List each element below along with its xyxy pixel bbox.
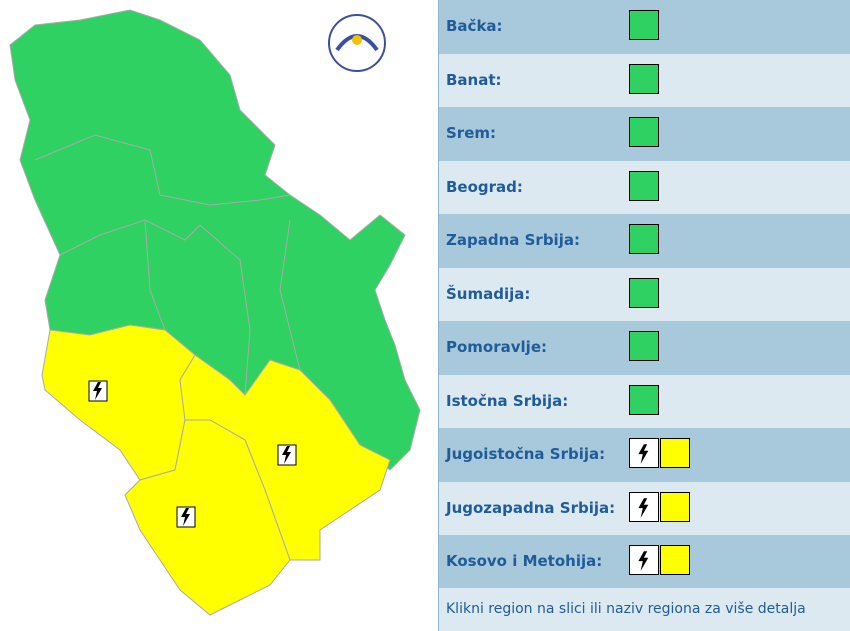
region-row: Srem: [439,107,850,161]
warning-level [629,63,659,94]
region-name[interactable]: Srem: [446,124,497,142]
hazard-icon [629,491,659,522]
region-name[interactable]: Istočna Srbija: [446,391,569,410]
hazard-icon [629,545,659,575]
warning-level [629,117,659,147]
region-row: Banat: [439,53,850,107]
region-row: Bačka: [439,0,850,54]
region-name[interactable]: Jugozapadna Srbija: [446,498,616,517]
region-row: Zapadna Srbija: [439,214,850,268]
region-row: Jugoistočna Srbija: [439,428,850,482]
hazard-icon [88,380,108,402]
hazard-icon [629,438,659,468]
warning-level [629,10,659,40]
region-name[interactable]: Bačka: [446,17,503,35]
hazard-icon [277,444,297,466]
region-borders [34,134,301,396]
warning-level [629,170,659,201]
warning-level [629,331,659,361]
region-row: Istočna Srbija: [439,374,850,428]
region-name[interactable]: Šumadija: [446,284,531,303]
region-name[interactable]: Jugoistočna Srbija: [446,445,606,463]
region-row: Beograd: [439,160,850,214]
region-list: Bačka: Banat: Srem: Beograd: Zapadna Srbija:… [438,0,850,631]
region-row: Pomoravlje: [439,321,850,375]
region-jugozapadna[interactable] [41,324,196,481]
warning-level [629,277,659,308]
region-row: Jugozapadna Srbija: [439,481,850,535]
hazard-icon [176,506,196,528]
region-name[interactable]: Pomoravlje: [446,338,547,356]
region-kosovo[interactable] [124,419,291,616]
region-row: Šumadija: [439,267,850,321]
warning-level [660,438,690,468]
logo [328,14,386,72]
warning-level [629,224,659,254]
region-name[interactable]: Kosovo i Metohija: [446,552,603,570]
footer-note: Klikni region na slici ili naziv regiona… [439,588,850,631]
region-row: Kosovo i Metohija: [439,535,850,589]
region-north[interactable] [9,9,421,471]
region-name[interactable]: Zapadna Srbija: [446,231,580,249]
warning-level [629,384,659,415]
region-name[interactable]: Beograd: [446,177,523,196]
region-name[interactable]: Banat: [446,70,502,89]
warning-level [660,545,690,575]
map [9,9,421,616]
warning-level [660,491,690,522]
